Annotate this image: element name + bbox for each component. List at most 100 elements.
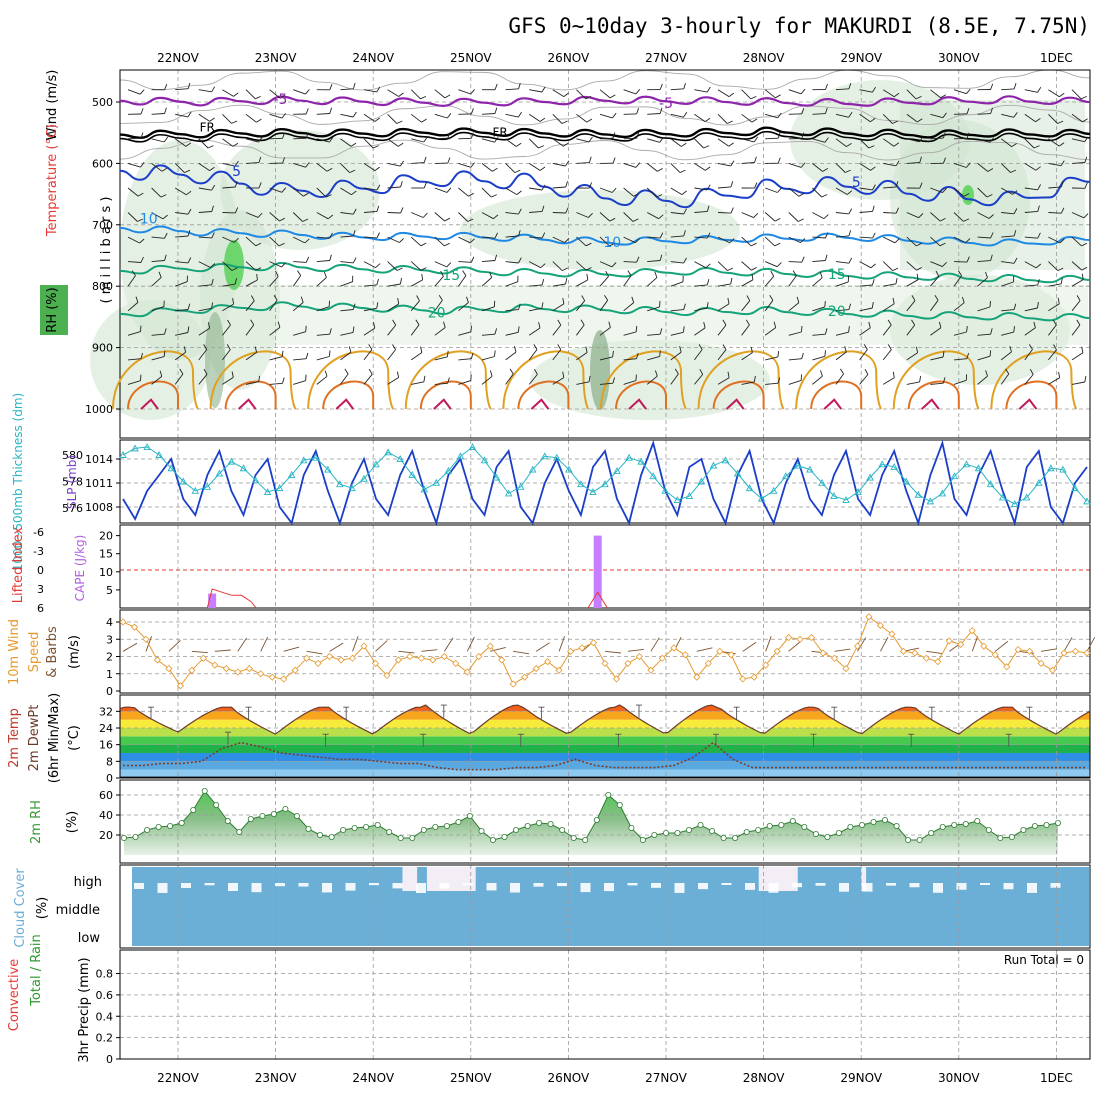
precip-tick-label: 0 (106, 1053, 113, 1066)
cloud-gap (369, 883, 379, 886)
wind-barb (930, 236, 941, 247)
thickness-point (649, 472, 657, 480)
wind-barb (269, 299, 278, 312)
wind-barb (127, 89, 141, 95)
cloud-gap (1027, 883, 1037, 893)
rh-point (639, 837, 646, 844)
wind-barb (1048, 212, 1062, 214)
wind-barb (293, 89, 306, 95)
wind-barb-flag (942, 261, 947, 267)
thickness-point (842, 496, 850, 503)
wind-barb (269, 327, 281, 336)
thickness-point (167, 464, 175, 472)
wind-barb (505, 235, 519, 238)
wind-barb (434, 212, 445, 222)
rh-shading (122, 285, 1088, 345)
contour-label: 20 (828, 304, 846, 320)
wind-barb (529, 210, 543, 213)
wind-barb-flag (892, 267, 899, 272)
wind-barb (340, 88, 354, 91)
thickness-point (492, 473, 501, 481)
wind-barb-flag (492, 167, 498, 172)
thickness-point (444, 466, 453, 474)
wind-barb-flag (517, 111, 522, 118)
rh-point (478, 828, 485, 835)
wind-barb (410, 324, 420, 336)
wind-barb (481, 260, 496, 263)
rh-point (305, 826, 312, 833)
wind-barb-flag (612, 350, 614, 357)
wind-barb (434, 236, 445, 247)
wind-barb-10m (788, 640, 802, 652)
wind-barb (316, 113, 330, 115)
thickness-tick-label: 576 (62, 502, 83, 515)
cloud-gap (486, 883, 497, 891)
wind-barb (930, 137, 944, 140)
rh-point (697, 822, 704, 829)
wind-barb (316, 212, 329, 220)
wind-barb (269, 261, 282, 268)
wind-barb (835, 261, 849, 264)
wind-barb (835, 187, 848, 195)
rh-point (559, 827, 566, 834)
rh-point (190, 807, 197, 814)
wind-barb-flag (509, 368, 514, 375)
wind-barb (694, 284, 708, 287)
wind-barb (434, 113, 448, 119)
wind-barb-flag (373, 322, 376, 329)
thickness-point (251, 476, 260, 484)
wind-barb-flag (824, 137, 829, 143)
thickness-point (914, 490, 923, 498)
wind-barb-flag (352, 303, 356, 310)
wind-barb (764, 327, 776, 336)
wind-speed-point (750, 673, 758, 681)
wind-barb-flag (683, 230, 686, 237)
wind-barb-flag (139, 89, 145, 95)
wind-barb (835, 163, 846, 173)
wind-speed-point (716, 647, 724, 655)
wind-barb-10m (971, 636, 979, 652)
rh-shading-high (205, 312, 225, 408)
rh-point (213, 802, 220, 809)
isotherm-plus20 (119, 301, 1091, 322)
wind-barb-flag (422, 212, 428, 218)
wind-barb (717, 261, 728, 271)
wind-barb (1024, 307, 1038, 312)
wind-barb (882, 349, 892, 361)
wind-barb-flag (444, 217, 451, 222)
wind-barb (411, 138, 424, 143)
rh-point (789, 818, 796, 825)
wind-barb (269, 187, 283, 193)
wind-barb-flag (871, 302, 874, 309)
wind-barb (151, 376, 163, 385)
wind-barb (222, 89, 234, 97)
cloud-gap (745, 883, 755, 890)
wind-barb (646, 212, 659, 220)
rh-point (386, 829, 393, 836)
wind-barb-flag (329, 84, 333, 90)
wind-barb (717, 283, 731, 287)
wind-barb-flag (636, 132, 640, 139)
cloud-gap (298, 883, 309, 887)
wind-barb (670, 281, 684, 287)
wind-barb-flag (868, 321, 871, 329)
wind-barb-flag (1081, 266, 1088, 271)
wind-barb (1024, 261, 1037, 269)
temp-tick-label: 24 (99, 722, 113, 735)
wind-barb-flag (326, 167, 333, 172)
wind-barb-flag (961, 296, 965, 303)
wind-barb-flag (399, 278, 403, 285)
wind-barb (198, 327, 210, 336)
wind-barb (1001, 309, 1015, 312)
wind-barb (835, 373, 844, 385)
wind-barb-flag (398, 92, 404, 97)
wind-barb (977, 236, 991, 239)
wind-barb-flag (698, 344, 703, 350)
wind-barb-flag (187, 208, 192, 215)
wind-barb-flag (232, 298, 235, 305)
cloud-gap (157, 883, 168, 893)
wind-barb-flag (399, 160, 404, 167)
wind-barb-flag (467, 218, 474, 222)
wind-barb (930, 187, 943, 194)
